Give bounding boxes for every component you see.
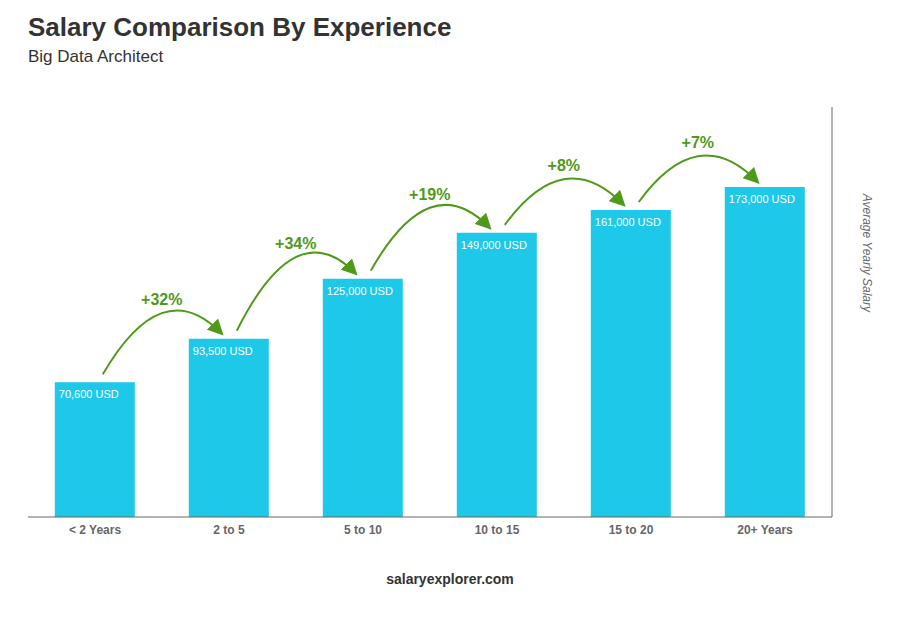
svg-text:93,500 USD: 93,500 USD bbox=[193, 345, 253, 357]
svg-text:125,000 USD: 125,000 USD bbox=[327, 285, 393, 297]
svg-text:+8%: +8% bbox=[548, 157, 580, 174]
svg-text:10 to 15: 10 to 15 bbox=[475, 523, 520, 537]
svg-text:2 to 5: 2 to 5 bbox=[213, 523, 245, 537]
svg-text:5 to 10: 5 to 10 bbox=[344, 523, 382, 537]
svg-text:< 2 Years: < 2 Years bbox=[69, 523, 121, 537]
html-text:Salary Comparison By Experienc: Salary Comparison By Experience bbox=[28, 12, 452, 42]
svg-text:149,000 USD: 149,000 USD bbox=[461, 239, 527, 251]
svg-text:+34%: +34% bbox=[275, 235, 316, 252]
svg-text:161,000 USD: 161,000 USD bbox=[595, 216, 661, 228]
svg-text:+32%: +32% bbox=[141, 291, 182, 308]
svg-text:15 to 20: 15 to 20 bbox=[609, 523, 654, 537]
svg-text:70,600 USD: 70,600 USD bbox=[59, 388, 119, 400]
svg-text:+19%: +19% bbox=[409, 186, 450, 203]
svg-text:Average Yearly Salary: Average Yearly Salary bbox=[860, 193, 874, 313]
svg-text:+7%: +7% bbox=[682, 134, 714, 151]
svg-text:173,000 USD: 173,000 USD bbox=[729, 193, 795, 205]
html-text:salaryexplorer.com: salaryexplorer.com bbox=[386, 571, 514, 587]
html-text:Big Data Architect: Big Data Architect bbox=[28, 47, 164, 66]
svg-text:20+ Years: 20+ Years bbox=[737, 523, 793, 537]
